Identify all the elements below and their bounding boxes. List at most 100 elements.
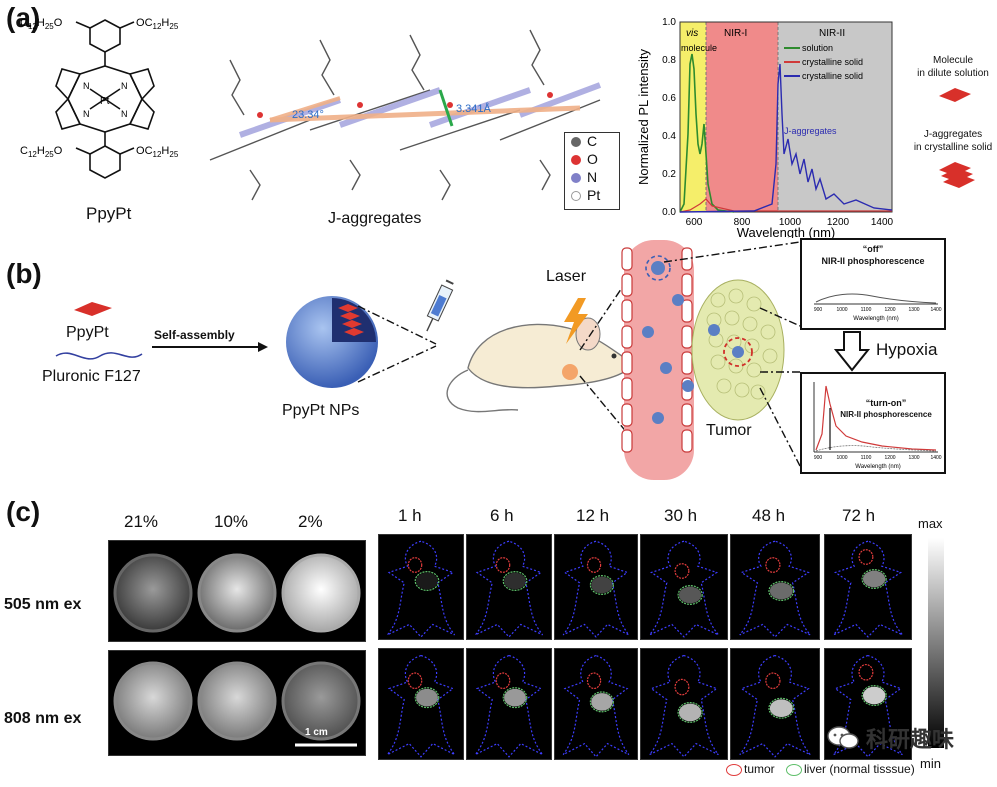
time-30h: 30 h bbox=[664, 506, 698, 525]
svg-text:OC12H25: OC12H25 bbox=[136, 145, 179, 159]
liver-legend-label: liver (normal tisssue) bbox=[804, 762, 915, 776]
schematic-top-line1: Molecule bbox=[932, 55, 974, 66]
on-title: NIR-II phosphorescence bbox=[840, 410, 932, 419]
hypoxia-arrow bbox=[834, 331, 870, 372]
svg-text:OC12H25: OC12H25 bbox=[136, 17, 179, 31]
mouse-image-tile bbox=[640, 534, 728, 640]
self-assembly-arrow bbox=[152, 342, 268, 352]
watermark: 科研趣味 bbox=[826, 722, 954, 754]
pluronic-label: Pluronic F127 bbox=[42, 368, 141, 385]
schematic-bottom-line2: in crystalline solid bbox=[913, 142, 993, 153]
oxygen-dot bbox=[571, 155, 581, 165]
aggregate-stack-icon bbox=[939, 162, 975, 188]
x-axis-label: Wavelength (nm) bbox=[737, 225, 836, 238]
svg-text:1200: 1200 bbox=[884, 307, 895, 313]
zoom-dash-lines bbox=[357, 305, 437, 383]
panel-a-label: (a) bbox=[6, 2, 41, 33]
pt-atom-label: Pt bbox=[100, 96, 110, 107]
pl-spectrum-chart: vis NIR-I NIR-II molecule J-aggregates s… bbox=[636, 17, 894, 238]
percent-10: 10% bbox=[214, 512, 249, 531]
mouse-image-tile bbox=[824, 534, 912, 640]
jagg-tag: J-aggregates bbox=[784, 126, 837, 136]
n-atom-label-3: N bbox=[83, 109, 90, 119]
laser-label: Laser bbox=[546, 268, 587, 285]
chart-legend: solution crystalline solid crystalline s… bbox=[784, 43, 863, 81]
region-vis: vis bbox=[686, 28, 698, 39]
mouse-illustration bbox=[446, 317, 629, 413]
ex-505-label: 505 nm ex bbox=[4, 596, 82, 613]
ytick-5: 1.0 bbox=[662, 17, 676, 28]
y-axis-label: Normalized PL intensity bbox=[636, 48, 651, 185]
mouse-image-tile bbox=[378, 648, 464, 760]
ytick-1: 0.2 bbox=[662, 169, 676, 180]
legend-n: N bbox=[587, 169, 598, 185]
syringe-icon bbox=[426, 279, 454, 332]
ytick-4: 0.8 bbox=[662, 55, 676, 66]
watermark-text: 科研趣味 bbox=[866, 727, 955, 752]
panel-c-label: (c) bbox=[6, 496, 41, 527]
region-nir2: NIR-II bbox=[819, 28, 845, 39]
svg-text:1300: 1300 bbox=[908, 455, 919, 461]
svg-text:C12H25O: C12H25O bbox=[20, 145, 63, 159]
time-6h: 6 h bbox=[490, 506, 514, 525]
carbon-dot bbox=[571, 137, 581, 147]
on-quote: “turn-on” bbox=[865, 398, 907, 408]
solution-curve bbox=[679, 53, 735, 213]
mouse-image-tile bbox=[554, 534, 638, 640]
colorbar-min: min bbox=[920, 756, 941, 771]
legend-c: C bbox=[587, 133, 598, 149]
svg-text:1200: 1200 bbox=[884, 455, 895, 461]
ppypt-structure: Pt N N N N C12H25O OC12H25 C12H25O OC12H… bbox=[20, 17, 179, 179]
panel-b-label: (b) bbox=[6, 258, 42, 289]
j-aggregates-caption: J-aggregates bbox=[328, 210, 422, 227]
molecule-name: PpyPt bbox=[86, 204, 132, 223]
nanoparticle-sphere bbox=[286, 296, 378, 388]
on-xlabel: Wavelength (nm) bbox=[855, 464, 900, 470]
tumor-zoom-lines bbox=[663, 241, 801, 467]
svg-text:1000: 1000 bbox=[836, 455, 847, 461]
tumor-legend-label: tumor bbox=[744, 762, 775, 776]
svg-text:1300: 1300 bbox=[908, 307, 919, 313]
off-quote: “off” bbox=[862, 244, 884, 254]
legend-pt: Pt bbox=[587, 187, 601, 203]
svg-text:1100: 1100 bbox=[861, 307, 872, 313]
svg-text:900: 900 bbox=[814, 307, 823, 313]
schematic-bottom-line1: J-aggregates bbox=[923, 129, 983, 140]
self-assembly-label: Self-assembly bbox=[154, 328, 235, 342]
svg-text:1400: 1400 bbox=[930, 455, 941, 461]
schematic-top: Molecule in dilute solution bbox=[910, 54, 996, 80]
time-72h: 72 h bbox=[842, 506, 876, 525]
schematic-bottom: J-aggregates in crystalline solid bbox=[910, 128, 996, 154]
ytick-3: 0.6 bbox=[662, 93, 676, 104]
xtick-0: 600 bbox=[686, 217, 703, 228]
mouse-image-tile bbox=[466, 534, 552, 640]
svg-text:1400: 1400 bbox=[930, 307, 941, 313]
turn-on-mini-chart: 900 1000 1100 1200 1300 1400 Wavelength … bbox=[813, 382, 942, 470]
svg-text:1100: 1100 bbox=[861, 455, 872, 461]
platinum-dot bbox=[571, 191, 581, 201]
legend-o: O bbox=[587, 151, 598, 167]
tumor-label: Tumor bbox=[706, 422, 752, 439]
legend-crystal-2: crystalline solid bbox=[802, 71, 863, 81]
ex-808-label: 808 nm ex bbox=[4, 710, 82, 727]
mouse-image-tile bbox=[730, 534, 820, 640]
well-plate-505 bbox=[108, 540, 366, 642]
mouse-image-tile bbox=[378, 534, 464, 640]
distance-label: 3.341Å bbox=[456, 102, 492, 115]
liver-legend-circle bbox=[786, 764, 802, 776]
nir1-region bbox=[706, 22, 778, 212]
region-nir1: NIR-I bbox=[724, 28, 747, 39]
percent-21: 21% bbox=[124, 512, 159, 531]
legend-crystal-1: crystalline solid bbox=[802, 57, 863, 67]
laser-bolt-icon bbox=[564, 298, 588, 344]
n-atom-label-2: N bbox=[121, 81, 128, 91]
mouse-image-tile bbox=[466, 648, 552, 760]
xtick-1: 800 bbox=[734, 217, 751, 228]
colorbar bbox=[928, 538, 944, 748]
svg-text:900: 900 bbox=[814, 455, 823, 461]
svg-text:1000: 1000 bbox=[836, 307, 847, 313]
time-48h: 48 h bbox=[752, 506, 786, 525]
schematic-top-line2: in dilute solution bbox=[917, 68, 989, 79]
off-spectrum-box: “off” NIR-II phosphorescence 900 1000 11… bbox=[800, 238, 946, 330]
vessel-tumor-illustration bbox=[621, 240, 785, 480]
